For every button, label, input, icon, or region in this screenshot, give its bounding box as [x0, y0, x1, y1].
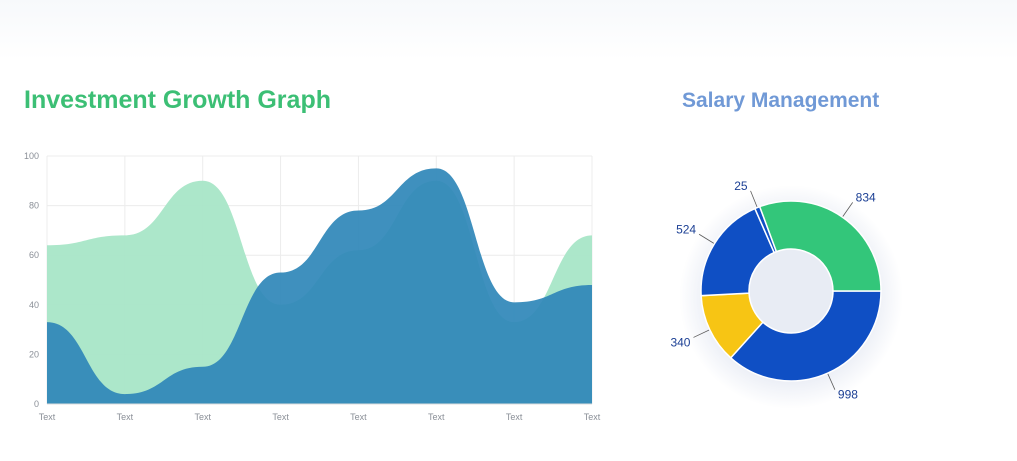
donut-leader-line [693, 328, 712, 338]
y-tick-label: 20 [29, 349, 39, 359]
y-tick-label: 60 [29, 250, 39, 260]
investment-growth-title: Investment Growth Graph [24, 86, 331, 114]
x-tick-label: Text [39, 412, 56, 422]
x-tick-label: Text [194, 412, 211, 422]
donut-slice-834 [758, 200, 882, 292]
donut-data-label: 998 [838, 388, 858, 402]
investment-growth-chart: 0 20 40 60 80 100 Text Text Text Text Text Text Text… [24, 151, 601, 422]
donut-data-label: 25 [734, 179, 748, 193]
donut-leader-line [698, 233, 717, 246]
salary-management-title: Salary Management [682, 89, 880, 112]
donut-slice-998 [729, 290, 882, 382]
donut-leader-line [826, 371, 836, 390]
donut-data-label: 524 [676, 222, 696, 236]
y-tick-label: 40 [29, 300, 39, 310]
x-tick-label: Text [584, 412, 601, 422]
y-tick-label: 100 [24, 151, 39, 161]
y-tick-label: 0 [34, 399, 39, 409]
donut-leader-line [750, 190, 759, 210]
donut-data-label: 340 [670, 335, 690, 349]
donut-leader-line [840, 202, 854, 219]
x-tick-label: Text [350, 412, 367, 422]
x-tick-label: Text [506, 412, 523, 422]
donut-labels: 998 340 524 25 834 [670, 179, 876, 402]
x-tick-label: Text [272, 412, 289, 422]
y-tick-label: 80 [29, 201, 39, 211]
donut-data-label: 834 [856, 190, 876, 204]
x-tick-label: Text [117, 412, 134, 422]
area-series-blue [47, 168, 592, 404]
x-tick-label: Text [428, 412, 445, 422]
